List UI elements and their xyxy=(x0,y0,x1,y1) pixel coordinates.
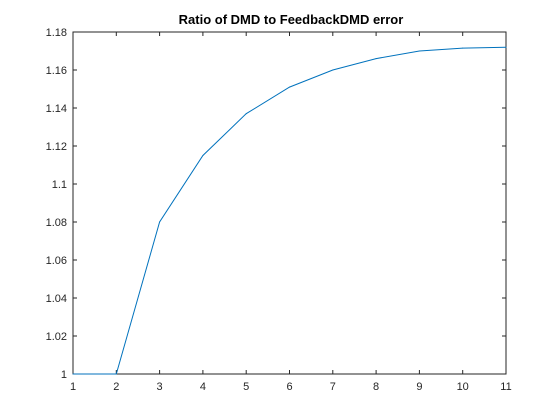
x-tick-label: 6 xyxy=(286,381,292,393)
data-point xyxy=(245,113,247,115)
data-point xyxy=(418,50,420,52)
y-tick-label: 1 xyxy=(61,369,67,381)
data-point xyxy=(462,47,464,49)
x-tick-label: 3 xyxy=(157,381,163,393)
data-point xyxy=(159,221,161,223)
chart-title: Ratio of DMD to FeedbackDMD error xyxy=(179,12,404,27)
x-tick-label: 7 xyxy=(330,381,336,393)
data-point xyxy=(505,46,507,48)
x-tick-label: 1 xyxy=(70,381,76,393)
data-point xyxy=(202,155,204,156)
x-tick-label: 2 xyxy=(113,381,119,393)
y-tick-label: 1.06 xyxy=(46,255,67,267)
y-tick-label: 1.18 xyxy=(46,27,67,39)
x-tick-label: 4 xyxy=(200,381,206,393)
x-tick-label: 11 xyxy=(500,381,511,393)
y-tick-label: 1.16 xyxy=(46,65,67,77)
y-axis: 1 1.02 1.04 1.06 1.08 1.1 1.12 1.14 1.16 1.18 xyxy=(46,27,506,381)
x-tick-label: 5 xyxy=(243,381,249,393)
data-point xyxy=(289,86,290,88)
axes-box xyxy=(72,31,507,375)
y-tick-label: 1.14 xyxy=(46,103,67,115)
y-tick-label: 1.02 xyxy=(46,331,67,343)
x-tick-label: 9 xyxy=(416,381,422,393)
y-tick-label: 1.12 xyxy=(46,141,67,153)
x-tick-label: 10 xyxy=(457,381,469,393)
data-point xyxy=(375,58,377,60)
y-tick-label: 1.08 xyxy=(46,217,67,229)
data-point xyxy=(115,373,117,375)
x-tick-label: 8 xyxy=(373,381,379,393)
x-axis: 1 2 3 4 5 6 7 8 9 10 11 xyxy=(70,32,512,393)
y-tick-label: 1.04 xyxy=(46,293,67,305)
plot-area: 1 1.02 1.04 1.06 1.08 1.1 1.12 1.14 1.16 1.18 1 2 3… xyxy=(46,27,512,393)
series-layer xyxy=(72,46,507,375)
data-point xyxy=(72,373,74,375)
data-point xyxy=(332,69,334,71)
y-tick-label: 1.1 xyxy=(52,179,67,191)
